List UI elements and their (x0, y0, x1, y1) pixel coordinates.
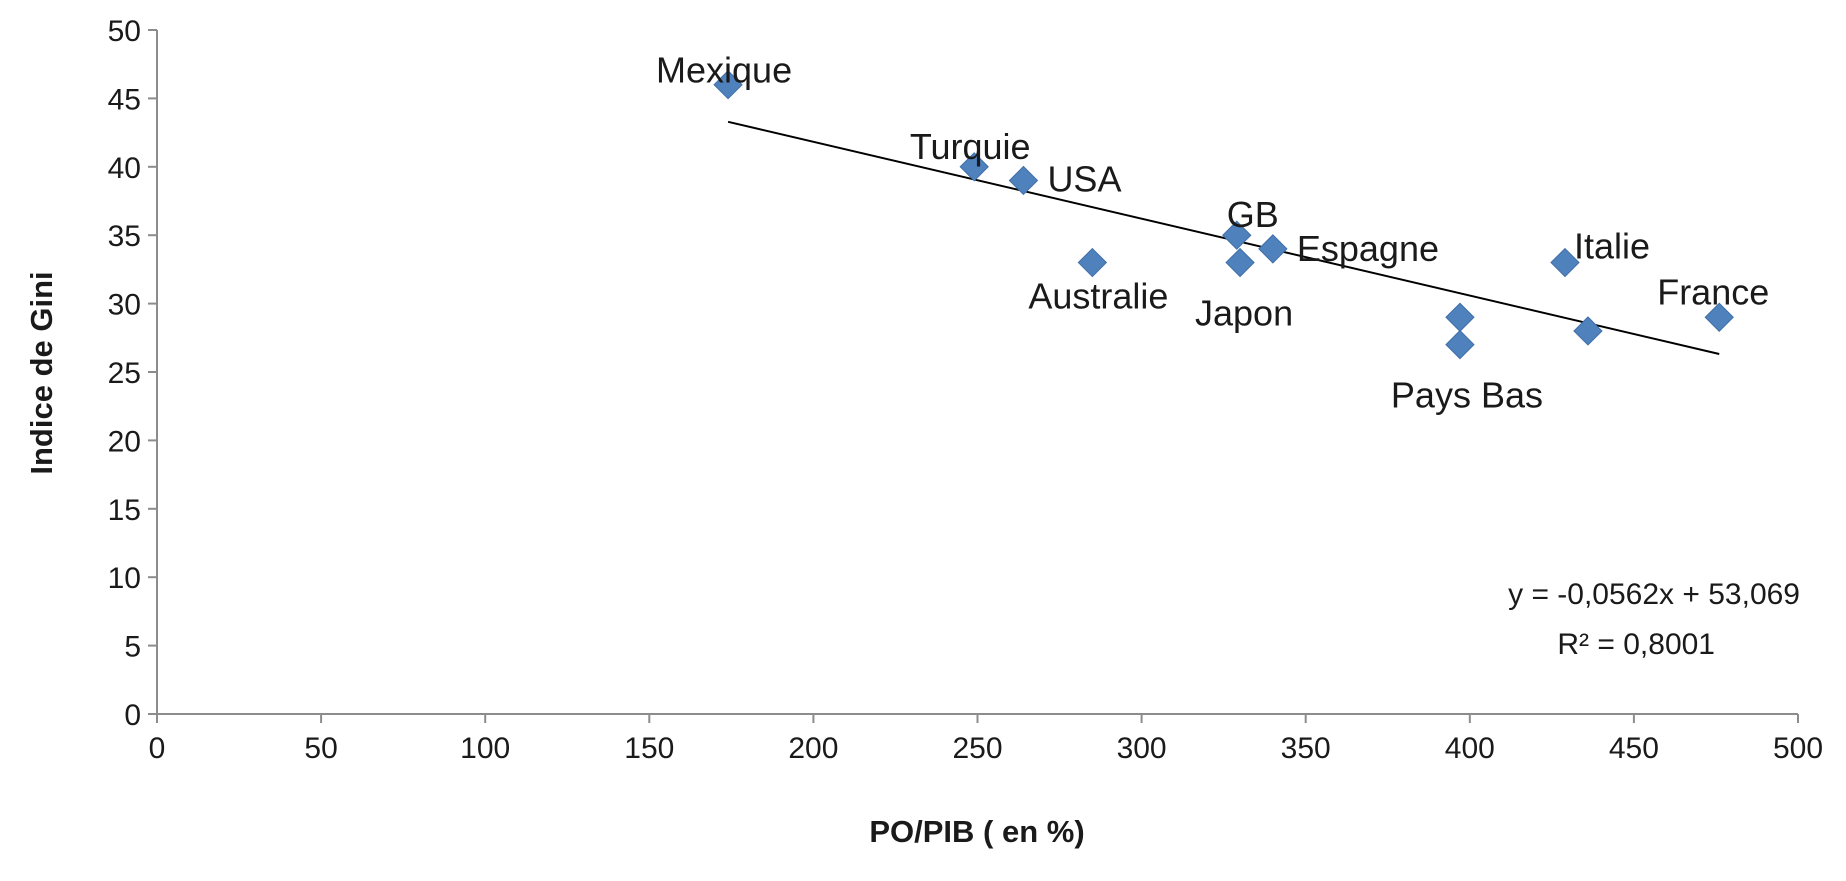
x-tick-label: 0 (149, 732, 166, 765)
point-labels: Mexique Turquie USA Australie GB JaponEspagne… (656, 50, 1769, 416)
trendline-equation: y = -0,0562x + 53,069 (1508, 578, 1800, 611)
data-point-label: Mexique (656, 50, 792, 91)
data-point-marker (959, 152, 989, 182)
y-tick-label: 15 (108, 494, 141, 527)
y-axis-ticks: 0 5 10 15 20 25 30 35 40 45 50 (108, 15, 157, 732)
x-tick-label: 350 (1281, 732, 1331, 765)
data-point-label: Italie (1574, 226, 1650, 267)
x-tick-label: 150 (624, 732, 674, 765)
y-tick-label: 25 (108, 357, 141, 390)
x-tick-label: 400 (1445, 732, 1495, 765)
trendline (727, 120, 1720, 355)
y-tick-label: 35 (108, 220, 141, 253)
data-point-marker (1445, 302, 1475, 332)
data-point-marker (1008, 165, 1039, 196)
data-point-marker (1550, 247, 1580, 278)
y-tick-label: 45 (108, 83, 141, 116)
data-point-marker (1445, 329, 1475, 360)
data-point-label: Pays Bas (1391, 375, 1543, 416)
y-tick-label: 5 (124, 631, 141, 664)
x-tick-label: 200 (788, 732, 838, 765)
x-tick-label: 500 (1773, 732, 1823, 765)
x-tick-label: 50 (304, 732, 337, 765)
data-point-label: Espagne (1297, 228, 1439, 269)
data-point-marker (1258, 234, 1288, 264)
data-point-marker (1573, 316, 1603, 346)
trendline-r-squared: R² = 0,8001 (1557, 628, 1715, 661)
y-tick-label: 20 (108, 425, 141, 458)
data-point-label: France (1657, 271, 1769, 312)
data-point-marker (713, 70, 743, 100)
data-point-label: Japon (1195, 293, 1293, 334)
x-tick-label: 100 (460, 732, 510, 765)
data-point-label: Australie (1028, 276, 1168, 317)
x-axis-title: PO/PIB ( en %) (869, 814, 1084, 849)
data-point-marker (1222, 220, 1252, 250)
y-tick-label: 50 (108, 15, 141, 48)
y-axis-title: Indice de Gini (24, 271, 59, 474)
y-tick-label: 10 (108, 562, 141, 595)
data-point-marker (1225, 247, 1255, 278)
x-tick-label: 450 (1609, 732, 1659, 765)
x-axis-ticks: 0 50 100 150 200 250 300 350 400 450 500 (149, 714, 1823, 765)
data-point-marker (1704, 302, 1734, 332)
x-tick-label: 300 (1117, 732, 1167, 765)
y-tick-label: 30 (108, 289, 141, 322)
data-point-marker (1077, 247, 1108, 278)
y-tick-label: 0 (124, 699, 141, 732)
y-tick-label: 40 (108, 152, 141, 185)
data-points (713, 70, 1734, 360)
data-point-label: GB (1227, 194, 1279, 235)
data-point-label: USA (1047, 158, 1121, 199)
x-tick-label: 250 (952, 732, 1002, 765)
data-point-label: Turquie (910, 126, 1031, 167)
